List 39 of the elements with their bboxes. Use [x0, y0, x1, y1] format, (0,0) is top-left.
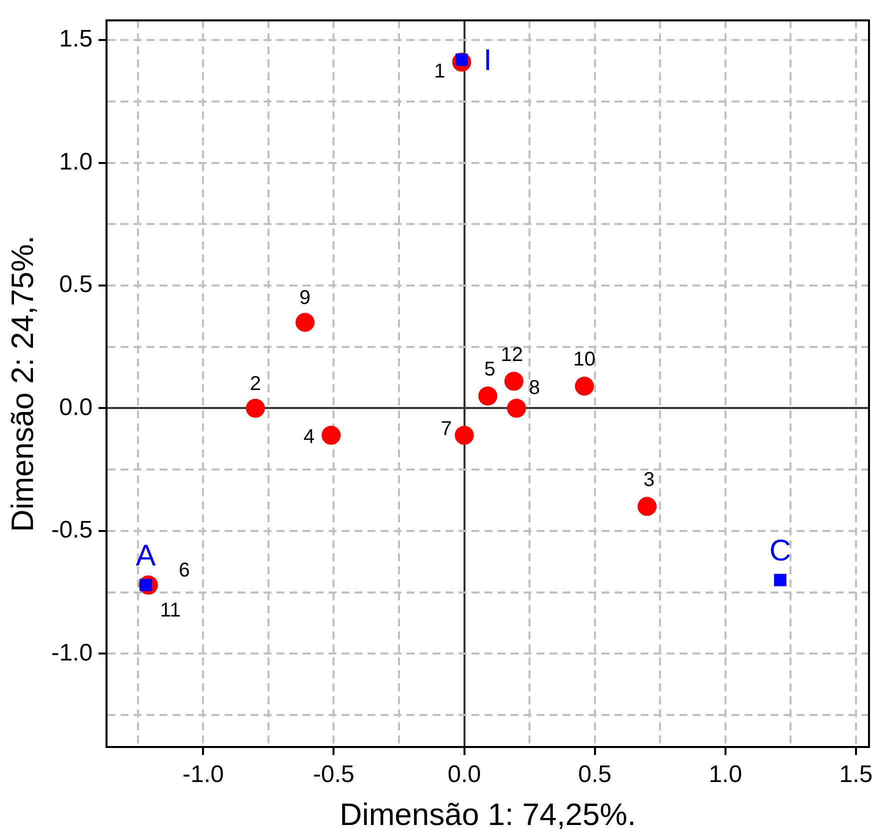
annotation: 11	[160, 600, 181, 622]
annotation: 6	[178, 560, 190, 582]
y-axis-title: Dimensão 2: 24,75%.	[5, 235, 40, 532]
y-tick-label: -1.0	[51, 639, 93, 666]
annotation: 2	[250, 372, 261, 395]
y-tick-label: 1.0	[59, 148, 93, 176]
x-tick-label: 0.0	[448, 761, 481, 788]
point	[574, 376, 594, 396]
annotation: A	[136, 539, 156, 572]
annotation: 5	[484, 358, 496, 380]
point	[638, 496, 657, 516]
annotation: 7	[440, 418, 452, 440]
y-tick-label: -0.5	[51, 516, 93, 544]
point	[507, 398, 526, 418]
annotation: 1	[434, 60, 446, 83]
annotation: C	[769, 534, 792, 568]
annotation: I	[483, 44, 492, 77]
x-tick-label: 1.0	[708, 761, 742, 788]
annotation: 4	[304, 426, 315, 448]
y-tick-label: 1.5	[59, 26, 93, 53]
annotation: 9	[299, 286, 311, 309]
y-tick-label: 0.5	[59, 271, 93, 298]
x-tick-label: 0.5	[578, 761, 612, 788]
point	[454, 426, 474, 445]
point	[246, 398, 265, 418]
x-tick-label: -1.0	[182, 761, 224, 788]
point	[504, 372, 524, 391]
point	[774, 574, 786, 586]
point	[478, 386, 498, 406]
x-tick-label: 1.5	[839, 761, 873, 788]
annotation: 10	[573, 348, 596, 371]
x-tick-label: -0.5	[313, 761, 354, 788]
x-axis-title: Dimensão 1: 74,25%.	[340, 796, 636, 832]
annotation: 3	[643, 468, 655, 491]
point	[322, 426, 341, 445]
annotation: 8	[528, 376, 540, 399]
annotation: 12	[500, 344, 524, 366]
y-tick-label: 0.0	[59, 394, 93, 421]
point	[296, 312, 314, 332]
